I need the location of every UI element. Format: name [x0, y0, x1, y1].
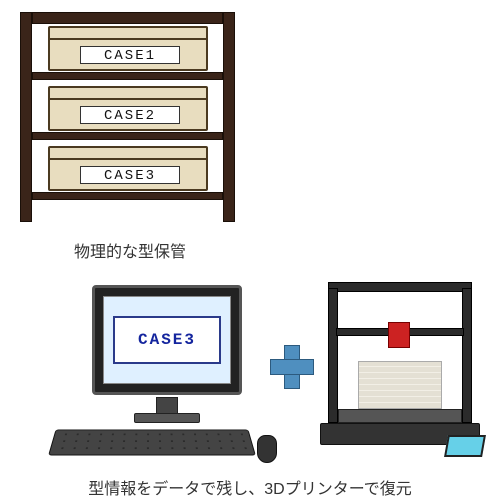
- printer-control-screen: [444, 435, 486, 457]
- case-box-2-label: CASE2: [80, 106, 180, 124]
- printer-frame-left: [328, 288, 338, 423]
- printer-head: [388, 322, 410, 348]
- mouse: [257, 435, 277, 463]
- case-box-3: CASE3: [48, 146, 208, 191]
- case-box-2: CASE2: [48, 86, 208, 131]
- keyboard: [48, 429, 256, 455]
- monitor: CASE3: [92, 285, 242, 395]
- monitor-base: [134, 413, 200, 423]
- case-box-3-label: CASE3: [80, 166, 180, 184]
- screen-window-label: CASE3: [113, 316, 220, 363]
- storage-shelf: CASE1 CASE2 CASE3: [20, 12, 235, 222]
- printer-bed: [338, 409, 462, 423]
- caption-digital: 型情報をデータで残し、3Dプリンターで復元: [0, 475, 500, 499]
- printer-frame-top: [328, 282, 472, 292]
- plus-icon: [270, 345, 312, 387]
- pc-group: CASE3: [52, 285, 252, 460]
- 3d-printer: [320, 278, 480, 463]
- caption-storage: 物理的な型保管: [0, 238, 380, 262]
- printer-printed-object: [358, 361, 442, 409]
- case-box-1: CASE1: [48, 26, 208, 71]
- monitor-screen: CASE3: [103, 296, 231, 384]
- case-box-1-label: CASE1: [80, 46, 180, 64]
- printer-frame-right: [462, 288, 472, 423]
